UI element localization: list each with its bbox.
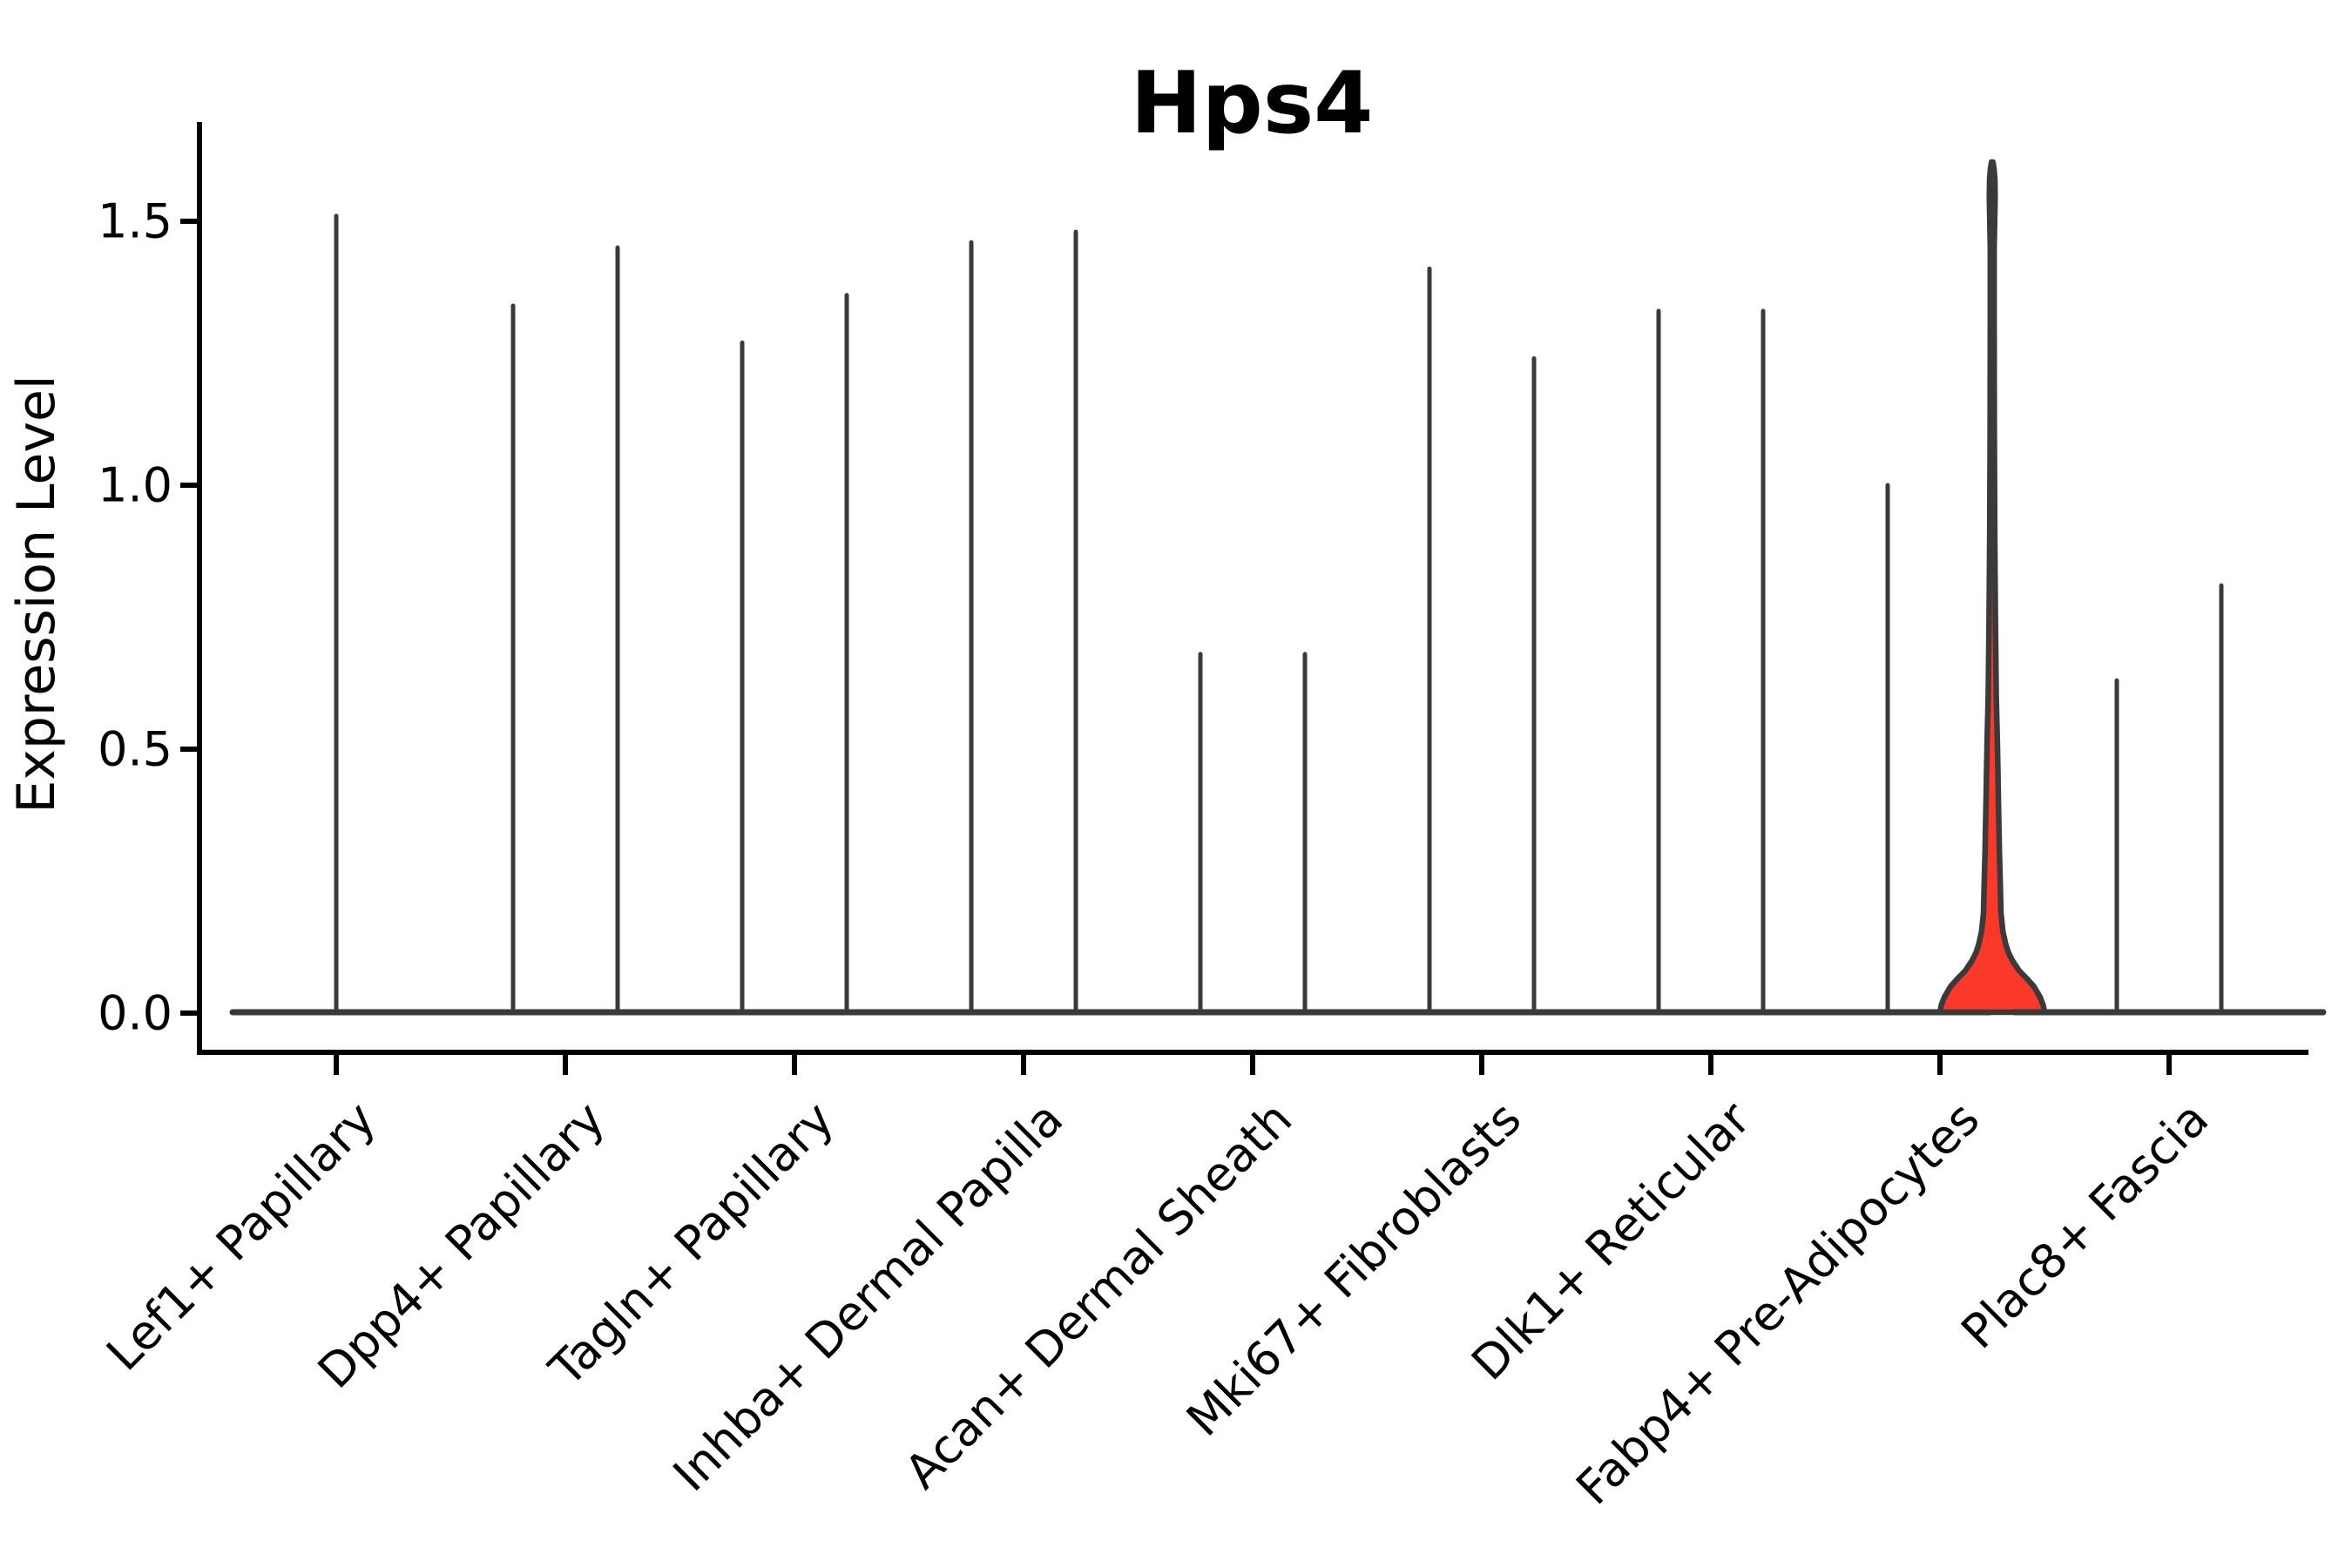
chart-title: Hps4 bbox=[1131, 54, 1374, 153]
y-tick-label: 1.0 bbox=[98, 458, 172, 513]
x-tick-label: Acan+ Dermal Sheath bbox=[895, 1092, 1302, 1499]
x-tick-label: Fabp4+ Pre-Adipocytes bbox=[1565, 1092, 1990, 1516]
y-tick-label: 0.0 bbox=[98, 986, 172, 1041]
y-tick-label: 0.5 bbox=[98, 722, 172, 777]
x-tick-label: Plac8+ Fascia bbox=[1950, 1092, 2219, 1360]
highlighted-violin bbox=[1936, 159, 2048, 1016]
y-axis-label: Expression Level bbox=[6, 375, 67, 813]
x-tick-label: Inhba+ Dermal Papilla bbox=[663, 1092, 1073, 1502]
y-tick-label: 1.5 bbox=[98, 194, 172, 249]
